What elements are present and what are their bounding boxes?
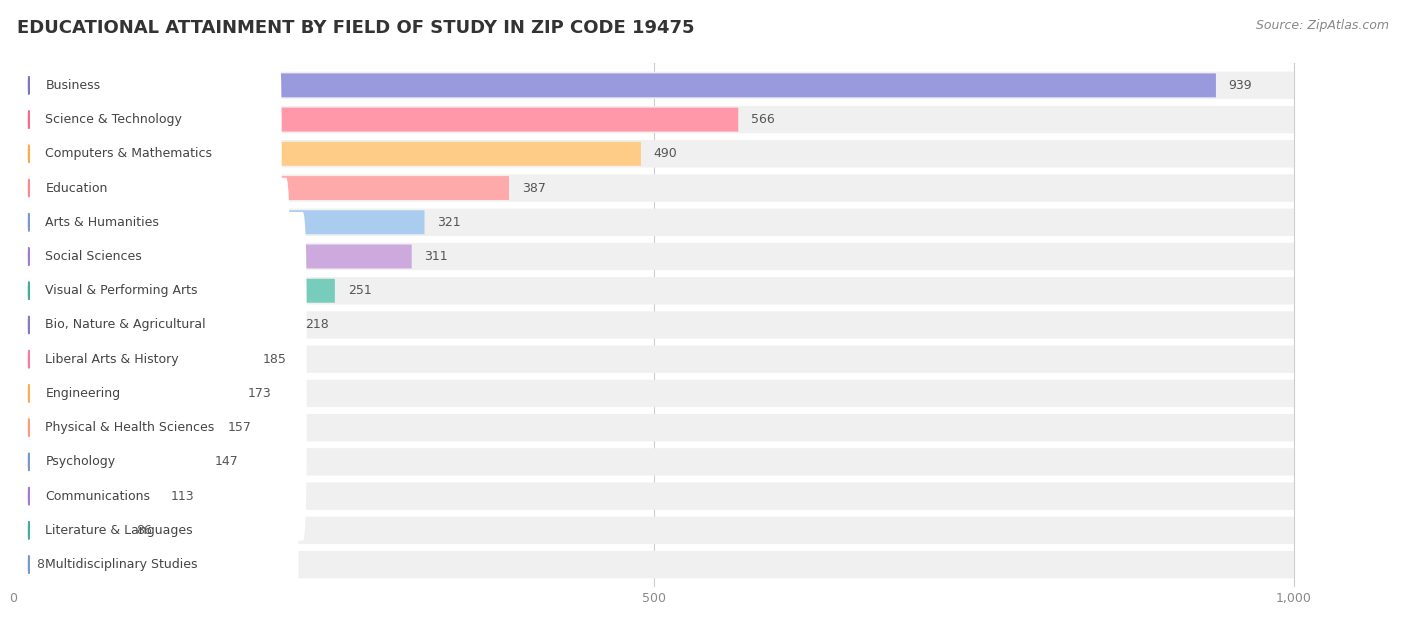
FancyBboxPatch shape [13,315,307,541]
FancyBboxPatch shape [14,245,412,268]
FancyBboxPatch shape [14,519,124,542]
FancyBboxPatch shape [14,380,1294,407]
Text: 939: 939 [1229,79,1253,92]
FancyBboxPatch shape [14,551,1294,578]
FancyBboxPatch shape [14,140,1294,167]
FancyBboxPatch shape [14,277,1294,304]
FancyBboxPatch shape [14,174,1294,202]
FancyBboxPatch shape [14,517,1294,544]
FancyBboxPatch shape [14,382,235,405]
FancyBboxPatch shape [14,106,1294,133]
FancyBboxPatch shape [13,452,298,631]
FancyBboxPatch shape [14,484,157,508]
Text: 173: 173 [247,387,271,400]
FancyBboxPatch shape [14,72,1294,99]
FancyBboxPatch shape [14,346,1294,373]
FancyBboxPatch shape [13,246,273,472]
Text: 8: 8 [37,558,45,571]
Text: 321: 321 [437,216,461,229]
Text: 251: 251 [347,284,371,297]
FancyBboxPatch shape [14,108,738,131]
Text: Communications: Communications [45,490,150,503]
Text: 387: 387 [522,182,546,194]
FancyBboxPatch shape [14,416,215,440]
Text: 113: 113 [172,490,194,503]
FancyBboxPatch shape [14,209,1294,236]
Text: Multidisciplinary Studies: Multidisciplinary Studies [45,558,198,571]
FancyBboxPatch shape [14,414,1294,441]
FancyBboxPatch shape [13,383,207,609]
Text: Psychology: Psychology [45,456,115,468]
FancyBboxPatch shape [13,6,257,233]
FancyBboxPatch shape [14,279,335,303]
FancyBboxPatch shape [14,553,24,577]
Text: Physical & Health Sciences: Physical & Health Sciences [45,421,215,434]
Text: Engineering: Engineering [45,387,121,400]
FancyBboxPatch shape [14,142,641,166]
FancyBboxPatch shape [14,313,292,337]
FancyBboxPatch shape [14,483,1294,510]
FancyBboxPatch shape [13,417,273,631]
FancyBboxPatch shape [14,347,250,371]
FancyBboxPatch shape [14,311,1294,339]
Text: Social Sciences: Social Sciences [45,250,142,263]
FancyBboxPatch shape [14,448,1294,476]
Text: Literature & Languages: Literature & Languages [45,524,193,537]
Text: Education: Education [45,182,108,194]
Text: Business: Business [45,79,101,92]
Text: 147: 147 [215,456,238,468]
Text: Source: ZipAtlas.com: Source: ZipAtlas.com [1256,19,1389,32]
Text: 218: 218 [305,319,329,331]
FancyBboxPatch shape [14,176,509,200]
Text: Liberal Arts & History: Liberal Arts & History [45,353,179,366]
FancyBboxPatch shape [14,450,201,474]
FancyBboxPatch shape [13,109,232,335]
FancyBboxPatch shape [14,243,1294,270]
Text: 311: 311 [425,250,449,263]
Text: 86: 86 [136,524,152,537]
FancyBboxPatch shape [13,178,290,404]
FancyBboxPatch shape [13,212,307,438]
Text: Arts & Humanities: Arts & Humanities [45,216,159,229]
FancyBboxPatch shape [13,280,181,507]
Text: EDUCATIONAL ATTAINMENT BY FIELD OF STUDY IN ZIP CODE 19475: EDUCATIONAL ATTAINMENT BY FIELD OF STUDY… [17,19,695,37]
FancyBboxPatch shape [13,41,281,267]
Text: Visual & Performing Arts: Visual & Performing Arts [45,284,198,297]
Text: Bio, Nature & Agricultural: Bio, Nature & Agricultural [45,319,207,331]
FancyBboxPatch shape [14,73,1216,97]
FancyBboxPatch shape [13,0,157,198]
FancyBboxPatch shape [13,349,173,575]
Text: 566: 566 [751,113,775,126]
FancyBboxPatch shape [14,210,425,234]
Text: 490: 490 [654,147,678,160]
FancyBboxPatch shape [13,143,215,370]
FancyBboxPatch shape [13,75,165,301]
Text: Computers & Mathematics: Computers & Mathematics [45,147,212,160]
Text: 185: 185 [263,353,287,366]
Text: 157: 157 [228,421,252,434]
Text: Science & Technology: Science & Technology [45,113,183,126]
